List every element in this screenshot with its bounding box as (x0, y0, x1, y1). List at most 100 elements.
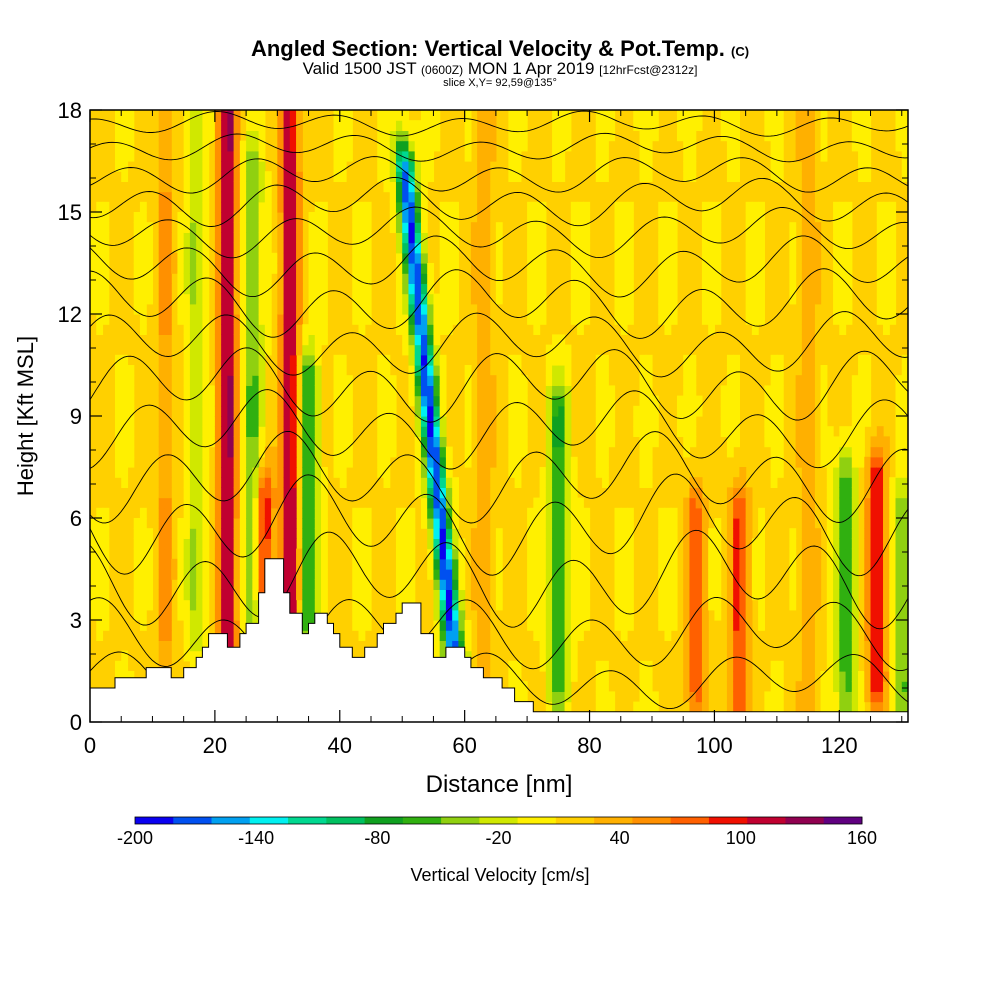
field-cell (264, 232, 272, 244)
field-cell (801, 548, 809, 560)
field-cell (789, 293, 797, 305)
field-cell (620, 579, 628, 590)
field-cell (402, 201, 410, 213)
field-cell (439, 375, 447, 386)
field-cell (658, 242, 666, 254)
field-cell (452, 273, 460, 284)
field-cell (514, 405, 522, 417)
field-cell (627, 263, 634, 274)
field-cell (864, 558, 872, 570)
field-cell (258, 212, 266, 223)
field-cell (395, 569, 403, 580)
field-cell (770, 171, 778, 182)
field-cell (789, 569, 797, 580)
field-cell (233, 130, 241, 142)
field-cell (196, 242, 203, 254)
field-cell (864, 528, 872, 539)
field-cell (895, 589, 903, 601)
field-cell (570, 620, 578, 631)
colorbar-tick-label: -20 (485, 828, 511, 848)
field-cell (801, 589, 809, 601)
field-cell (252, 242, 260, 254)
field-cell (346, 426, 353, 437)
field-cell (252, 426, 260, 437)
field-cell (264, 324, 272, 335)
field-cell (202, 507, 210, 519)
field-cell (839, 314, 847, 325)
field-cell (695, 671, 703, 682)
field-cell (258, 314, 266, 325)
field-cell (620, 538, 628, 550)
field-cell (252, 599, 260, 611)
field-cell (364, 201, 372, 213)
field-cell (683, 385, 691, 397)
field-cell (670, 263, 678, 274)
field-cell (189, 314, 197, 325)
field-cell (414, 181, 422, 193)
field-cell (289, 467, 297, 478)
field-cell (845, 252, 853, 264)
field-cell (333, 426, 341, 437)
field-cell (845, 681, 853, 692)
field-cell (414, 222, 422, 233)
field-cell (539, 538, 547, 550)
field-cell (395, 171, 403, 182)
field-cell (427, 120, 435, 131)
field-cell (851, 130, 859, 142)
field-cell (408, 303, 416, 315)
field-cell (277, 497, 285, 509)
field-cell (670, 201, 678, 213)
field-cell (739, 650, 747, 662)
field-cell (708, 283, 716, 295)
field-cell (801, 446, 809, 458)
field-cell (658, 283, 666, 295)
field-cell (221, 477, 228, 488)
field-cell (214, 477, 222, 488)
field-cell (664, 283, 672, 295)
field-cell (839, 232, 847, 244)
field-cell (271, 507, 278, 519)
field-cell (164, 324, 172, 335)
field-cell (570, 579, 578, 590)
field-cell (102, 273, 110, 284)
field-cell (577, 538, 584, 550)
field-cell (851, 477, 859, 488)
field-cell (527, 314, 534, 325)
field-cell (826, 507, 834, 519)
field-cell (645, 446, 653, 458)
field-cell (864, 487, 872, 499)
field-cell (689, 630, 697, 641)
field-cell (764, 120, 772, 131)
field-cell (408, 161, 416, 172)
field-cell (577, 579, 584, 590)
field-cell (414, 191, 422, 203)
field-cell (395, 293, 403, 305)
field-cell (277, 344, 285, 356)
field-cell (483, 354, 491, 366)
field-cell (164, 548, 172, 560)
field-cell (858, 416, 865, 427)
field-cell (221, 293, 228, 305)
field-cell (196, 130, 203, 142)
field-cell (196, 426, 203, 437)
field-cell (533, 630, 541, 641)
field-cell (433, 569, 441, 580)
field-cell (808, 181, 815, 193)
field-cell (289, 110, 297, 121)
field-cell (552, 701, 559, 713)
field-cell (858, 456, 865, 468)
field-cell (196, 273, 203, 284)
field-cell (121, 405, 129, 417)
field-cell (383, 405, 391, 417)
field-cell (714, 252, 722, 264)
field-cell (477, 569, 484, 580)
field-cell (833, 609, 840, 621)
field-cell (683, 405, 691, 417)
field-cell (383, 110, 391, 121)
field-cell (845, 273, 853, 284)
field-cell (708, 314, 716, 325)
field-cell (533, 314, 541, 325)
y-tick-label: 0 (70, 710, 82, 735)
field-cell (158, 507, 166, 519)
field-cell (239, 436, 247, 448)
